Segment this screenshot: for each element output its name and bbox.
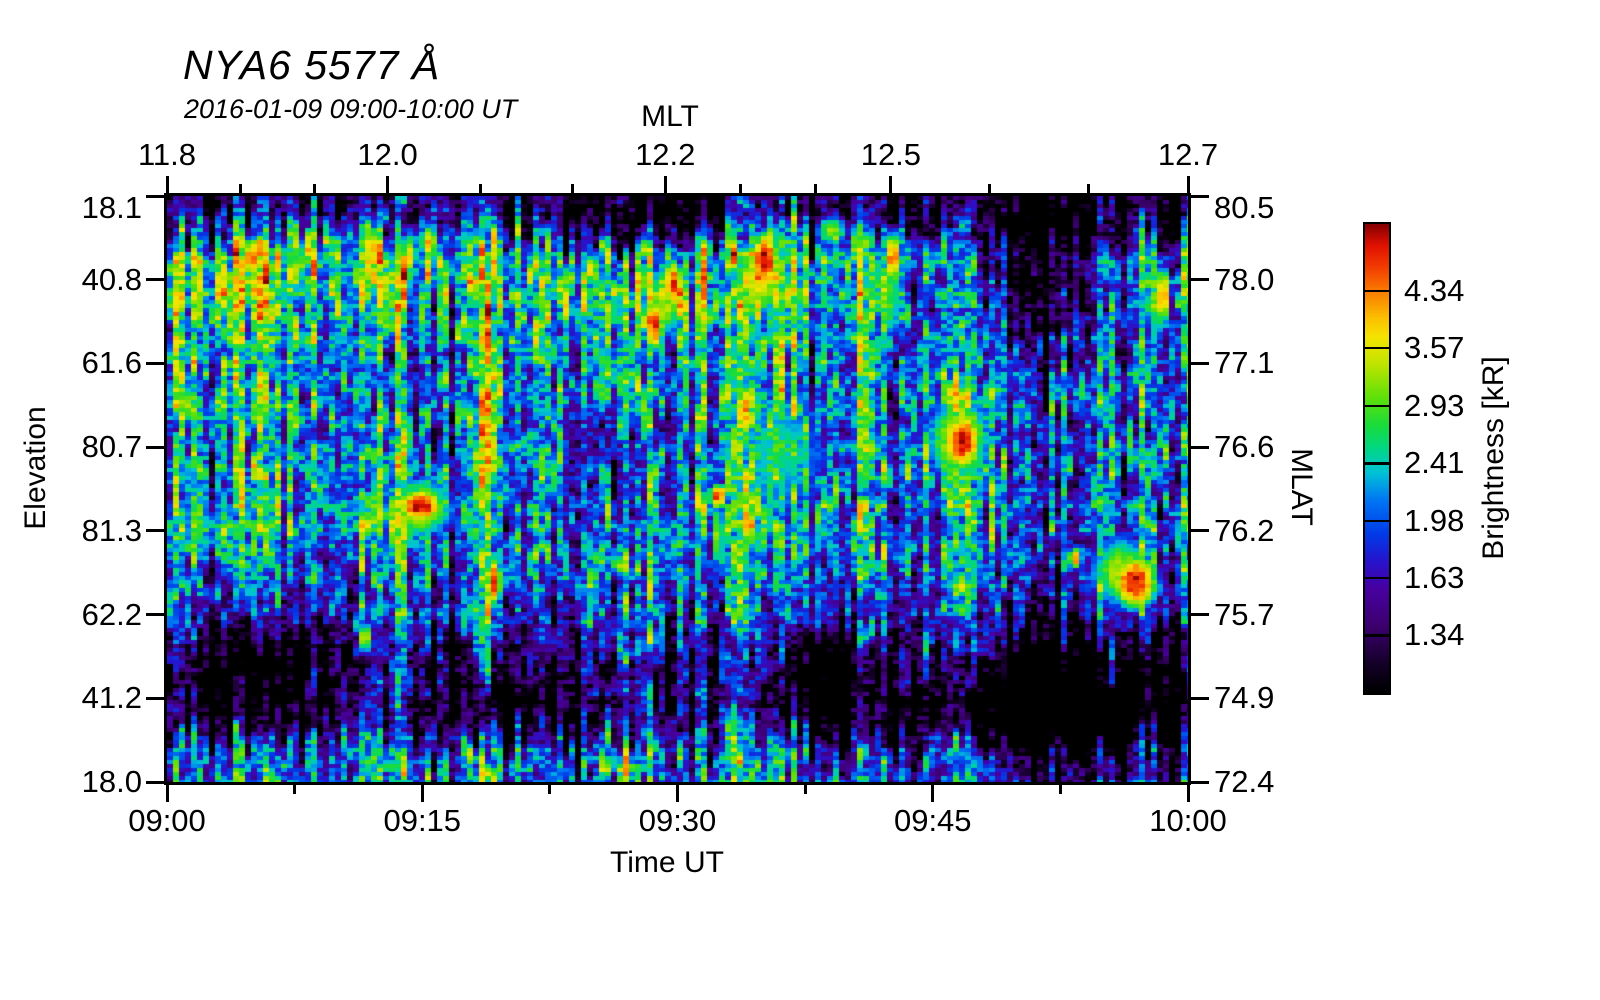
right-axis-major-tick [1191,696,1209,700]
top-axis-major-tick [386,176,390,193]
bottom-axis-major-tick [931,785,935,802]
top-axis-major-tick [663,176,667,193]
left-axis-tick-label: 81.3 [81,512,142,548]
top-axis-minor-tick [312,184,316,193]
top-axis-tick-label: 12.2 [635,137,696,172]
left-axis-major-tick [146,613,164,617]
colorbar-tick [1365,576,1389,580]
bottom-axis-minor-tick [548,785,552,794]
top-axis-tick-label: 12.7 [1157,137,1219,172]
left-axis-tick-label: 41.2 [81,680,142,716]
left-axis-major-tick [146,529,164,533]
right-axis-major-tick [1191,445,1209,449]
left-axis-major-tick [146,696,164,700]
top-axis-minor-tick [814,184,818,193]
right-axis-tick-label: 80.5 [1214,190,1275,225]
colorbar-tick [1365,634,1389,637]
colorbar-tick-label: 1.98 [1404,502,1465,538]
top-axis-tick-label: 12.5 [860,137,922,172]
top-axis-tick-label: 11.8 [137,137,197,172]
bottom-axis-tick-label: 09:00 [128,803,206,838]
right-axis-major-tick [1191,278,1209,282]
top-axis-minor-tick [571,184,575,193]
colorbar-tick-label: 3.57 [1404,329,1465,365]
colorbar-tick-label: 1.63 [1404,559,1465,595]
chart-title: NYA6 5577 Å [183,42,441,88]
top-axis-title: MLT [641,100,699,133]
left-axis-major-tick [146,194,164,198]
left-axis-tick-label: 40.8 [81,261,142,297]
bottom-axis-major-tick [165,785,169,802]
right-axis-tick-label: 76.2 [1214,512,1275,548]
bottom-axis-minor-tick [803,785,807,794]
left-axis-major-tick [146,361,164,365]
right-axis-tick-label: 77.1 [1214,345,1275,381]
colorbar-tick-label: 2.41 [1404,445,1465,481]
colorbar-canvas [1365,224,1389,693]
colorbar-tick-label: 2.93 [1404,387,1465,423]
top-axis-minor-tick [1087,184,1091,193]
top-axis-minor-tick [738,184,742,193]
bottom-axis-major-tick [1186,785,1190,802]
left-axis-tick-label: 62.2 [81,596,142,632]
bottom-axis-title: Time UT [610,846,724,879]
bottom-axis-tick-label: 09:30 [638,803,717,838]
colorbar-tick [1365,519,1389,523]
bottom-axis-minor-tick [1058,785,1062,794]
bottom-axis-major-tick [676,785,679,802]
left-axis-tick-label: 80.7 [81,429,142,465]
colorbar-tick [1365,289,1389,293]
top-axis-tick-label: 12.0 [357,137,418,172]
left-axis-major-tick [146,278,164,282]
top-axis-minor-tick [988,184,992,193]
right-axis-major-tick [1191,194,1209,198]
colorbar-tick-label: 4.34 [1404,272,1465,308]
top-axis-minor-tick [478,184,482,193]
bottom-axis-major-tick [420,785,424,802]
right-axis-tick-label: 78.0 [1214,261,1275,297]
chart-subtitle: 2016-01-09 09:00-10:00 UT [184,94,518,124]
bottom-axis-tick-label: 09:45 [893,803,972,838]
left-axis-major-tick [146,445,164,449]
heatmap-canvas [167,196,1188,782]
left-axis-title: Elevation [19,406,52,530]
right-axis-major-tick [1191,361,1209,365]
right-axis-tick-label: 76.6 [1214,429,1275,465]
top-axis-major-tick [889,176,893,193]
bottom-axis-minor-tick [293,785,297,794]
colorbar-tick [1365,404,1389,408]
top-axis-minor-tick [239,184,242,193]
left-axis-tick-label: 18.1 [81,190,142,225]
plot-frame [164,193,1191,785]
colorbar-title: Brightness [kR] [1477,356,1510,560]
right-axis-major-tick [1191,780,1209,784]
bottom-axis-tick-label: 10:00 [1149,803,1227,838]
right-axis-title: MLAT [1285,448,1318,526]
right-axis-tick-label: 74.9 [1214,680,1275,716]
colorbar-tick [1365,462,1389,465]
right-axis-major-tick [1191,529,1209,533]
left-axis-tick-label: 18.0 [81,764,142,799]
colorbar-frame [1363,222,1391,695]
right-axis-tick-label: 75.7 [1214,596,1275,632]
colorbar-tick-label: 1.34 [1404,617,1465,653]
top-axis-major-tick [165,176,169,193]
right-axis-tick-label: 72.4 [1214,764,1275,799]
top-axis-major-tick [1186,176,1190,193]
right-axis-major-tick [1191,613,1209,617]
left-axis-tick-label: 61.6 [81,345,142,381]
bottom-axis-tick-label: 09:15 [383,803,462,838]
colorbar-tick [1365,346,1389,350]
left-axis-major-tick [146,780,164,784]
